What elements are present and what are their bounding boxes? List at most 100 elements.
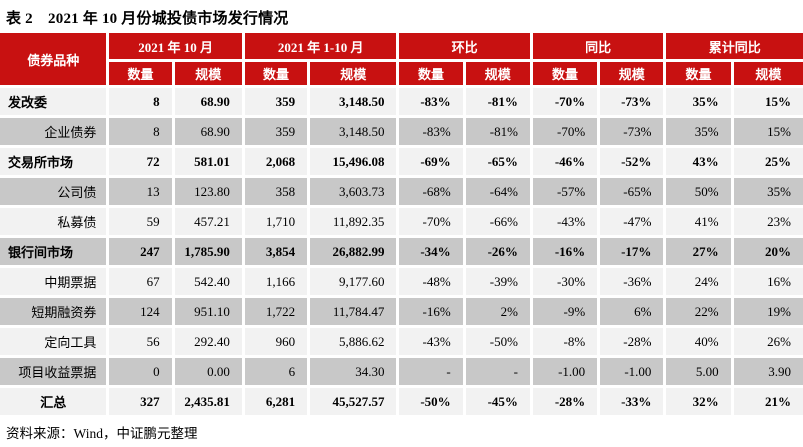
cell-value: -1.00 [600,358,664,385]
cell-value: 124 [109,298,172,325]
table-row: 汇总 327 2,435.81 6,281 45,527.57 -50% -45% -28% -… [0,388,803,415]
header-group-row: 债券品种 2021 年 10 月 2021 年 1-10 月 环比 同比 累计同… [0,33,803,85]
cell-value: -70% [532,118,598,145]
subheader-count-3: 数量 [399,62,463,85]
cell-value: 35% [666,88,731,115]
cell-value: -39% [465,268,530,295]
cell-value: -52% [600,148,664,175]
cell-bond-type: 中期票据 [0,268,107,295]
cell-value: 358 [244,178,308,205]
header-group-jan-oct-2021: 2021 年 1-10 月 [244,33,397,59]
header-group-yoy: 同比 [532,33,664,59]
header-group-oct-2021: 2021 年 10 月 [109,33,242,59]
cell-value: -73% [600,88,664,115]
cell-value: 2,068 [244,148,308,175]
cell-value: 27% [666,238,731,265]
subheader-scale-2: 规模 [310,62,397,85]
cell-value: 6% [600,298,664,325]
cell-value: 951.10 [174,298,242,325]
cell-value: 2% [465,298,530,325]
cell-value: 68.90 [174,118,242,145]
cell-value: 26% [733,328,803,355]
cell-value: -64% [465,178,530,205]
cell-value: -70% [399,208,463,235]
source-note: 资料来源：Wind，中证鹏元整理 [6,426,198,441]
cell-value: -48% [399,268,463,295]
cell-value: 24% [666,268,731,295]
cell-value: 3,148.50 [310,88,397,115]
cell-value: 50% [666,178,731,205]
cell-value: 26,882.99 [310,238,397,265]
subheader-count-4: 数量 [532,62,598,85]
cell-value: 20% [733,238,803,265]
cell-value: 457.21 [174,208,242,235]
cell-value: -1.00 [532,358,598,385]
cell-value: -17% [600,238,664,265]
table-row: 中期票据 67 542.40 1,166 9,177.60 -48% -39% -30% -36… [0,268,803,295]
cell-value: -16% [399,298,463,325]
cell-value: 15% [733,88,803,115]
cell-value: -65% [465,148,530,175]
cell-value: 45,527.57 [310,388,397,415]
cell-value: -26% [465,238,530,265]
cell-value: 32% [666,388,731,415]
table-row: 定向工具 56 292.40 960 5,886.62 -43% -50% -8% -28% 40… [0,328,803,355]
cell-value: -57% [532,178,598,205]
cell-value: -33% [600,388,664,415]
cell-bond-type: 项目收益票据 [0,358,107,385]
cell-value: -83% [399,118,463,145]
cell-value: 0 [109,358,172,385]
header-group-cumulative-yoy: 累计同比 [666,33,803,59]
cell-value: -47% [600,208,664,235]
cell-value: -28% [600,328,664,355]
cell-value: - [399,358,463,385]
cell-value: 292.40 [174,328,242,355]
cell-value: 23% [733,208,803,235]
cell-value: 8 [109,88,172,115]
cell-value: 34.30 [310,358,397,385]
cell-value: 6 [244,358,308,385]
cell-value: 9,177.60 [310,268,397,295]
subheader-count-5: 数量 [666,62,731,85]
cell-bond-type: 短期融资券 [0,298,107,325]
cell-value: 3.90 [733,358,803,385]
cell-value: 3,148.50 [310,118,397,145]
table-row: 公司债 13 123.80 358 3,603.73 -68% -64% -57% -65% 50… [0,178,803,205]
cell-value: 13 [109,178,172,205]
table-row: 发改委 8 68.90 359 3,148.50 -83% -81% -70% -73% 35% 1… [0,88,803,115]
cell-value: 11,892.35 [310,208,397,235]
cell-value: 2,435.81 [174,388,242,415]
cell-value: 41% [666,208,731,235]
table-row: 交易所市场 72 581.01 2,068 15,496.08 -69% -65% -46% -… [0,148,803,175]
cell-value: -69% [399,148,463,175]
bond-issuance-table: 债券品种 2021 年 10 月 2021 年 1-10 月 环比 同比 累计同… [0,30,803,418]
table-row: 企业债券 8 68.90 359 3,148.50 -83% -81% -70% -73% 35%… [0,118,803,145]
cell-value: 247 [109,238,172,265]
cell-value: 35% [733,178,803,205]
cell-value: -8% [532,328,598,355]
cell-value: 5,886.62 [310,328,397,355]
subheader-scale-1: 规模 [174,62,242,85]
cell-value: - [465,358,530,385]
cell-bond-type: 发改委 [0,88,107,115]
cell-value: 327 [109,388,172,415]
cell-value: 67 [109,268,172,295]
table-row: 私募债 59 457.21 1,710 11,892.35 -70% -66% -43% -47… [0,208,803,235]
cell-value: 19% [733,298,803,325]
cell-value: 6,281 [244,388,308,415]
cell-value: -73% [600,118,664,145]
cell-value: -70% [532,88,598,115]
cell-bond-type: 银行间市场 [0,238,107,265]
cell-bond-type: 汇总 [0,388,107,415]
cell-value: -50% [465,328,530,355]
header-group-mom: 环比 [399,33,530,59]
cell-value: 35% [666,118,731,145]
cell-value: -83% [399,88,463,115]
table-row: 项目收益票据 0 0.00 6 34.30- - -1.00 -1.00 5.00 3.90 [0,358,803,385]
cell-value: 40% [666,328,731,355]
cell-value: 0.00 [174,358,242,385]
cell-value: 15% [733,118,803,145]
header-bond-type: 债券品种 [0,33,107,85]
cell-bond-type: 定向工具 [0,328,107,355]
cell-value: 542.40 [174,268,242,295]
